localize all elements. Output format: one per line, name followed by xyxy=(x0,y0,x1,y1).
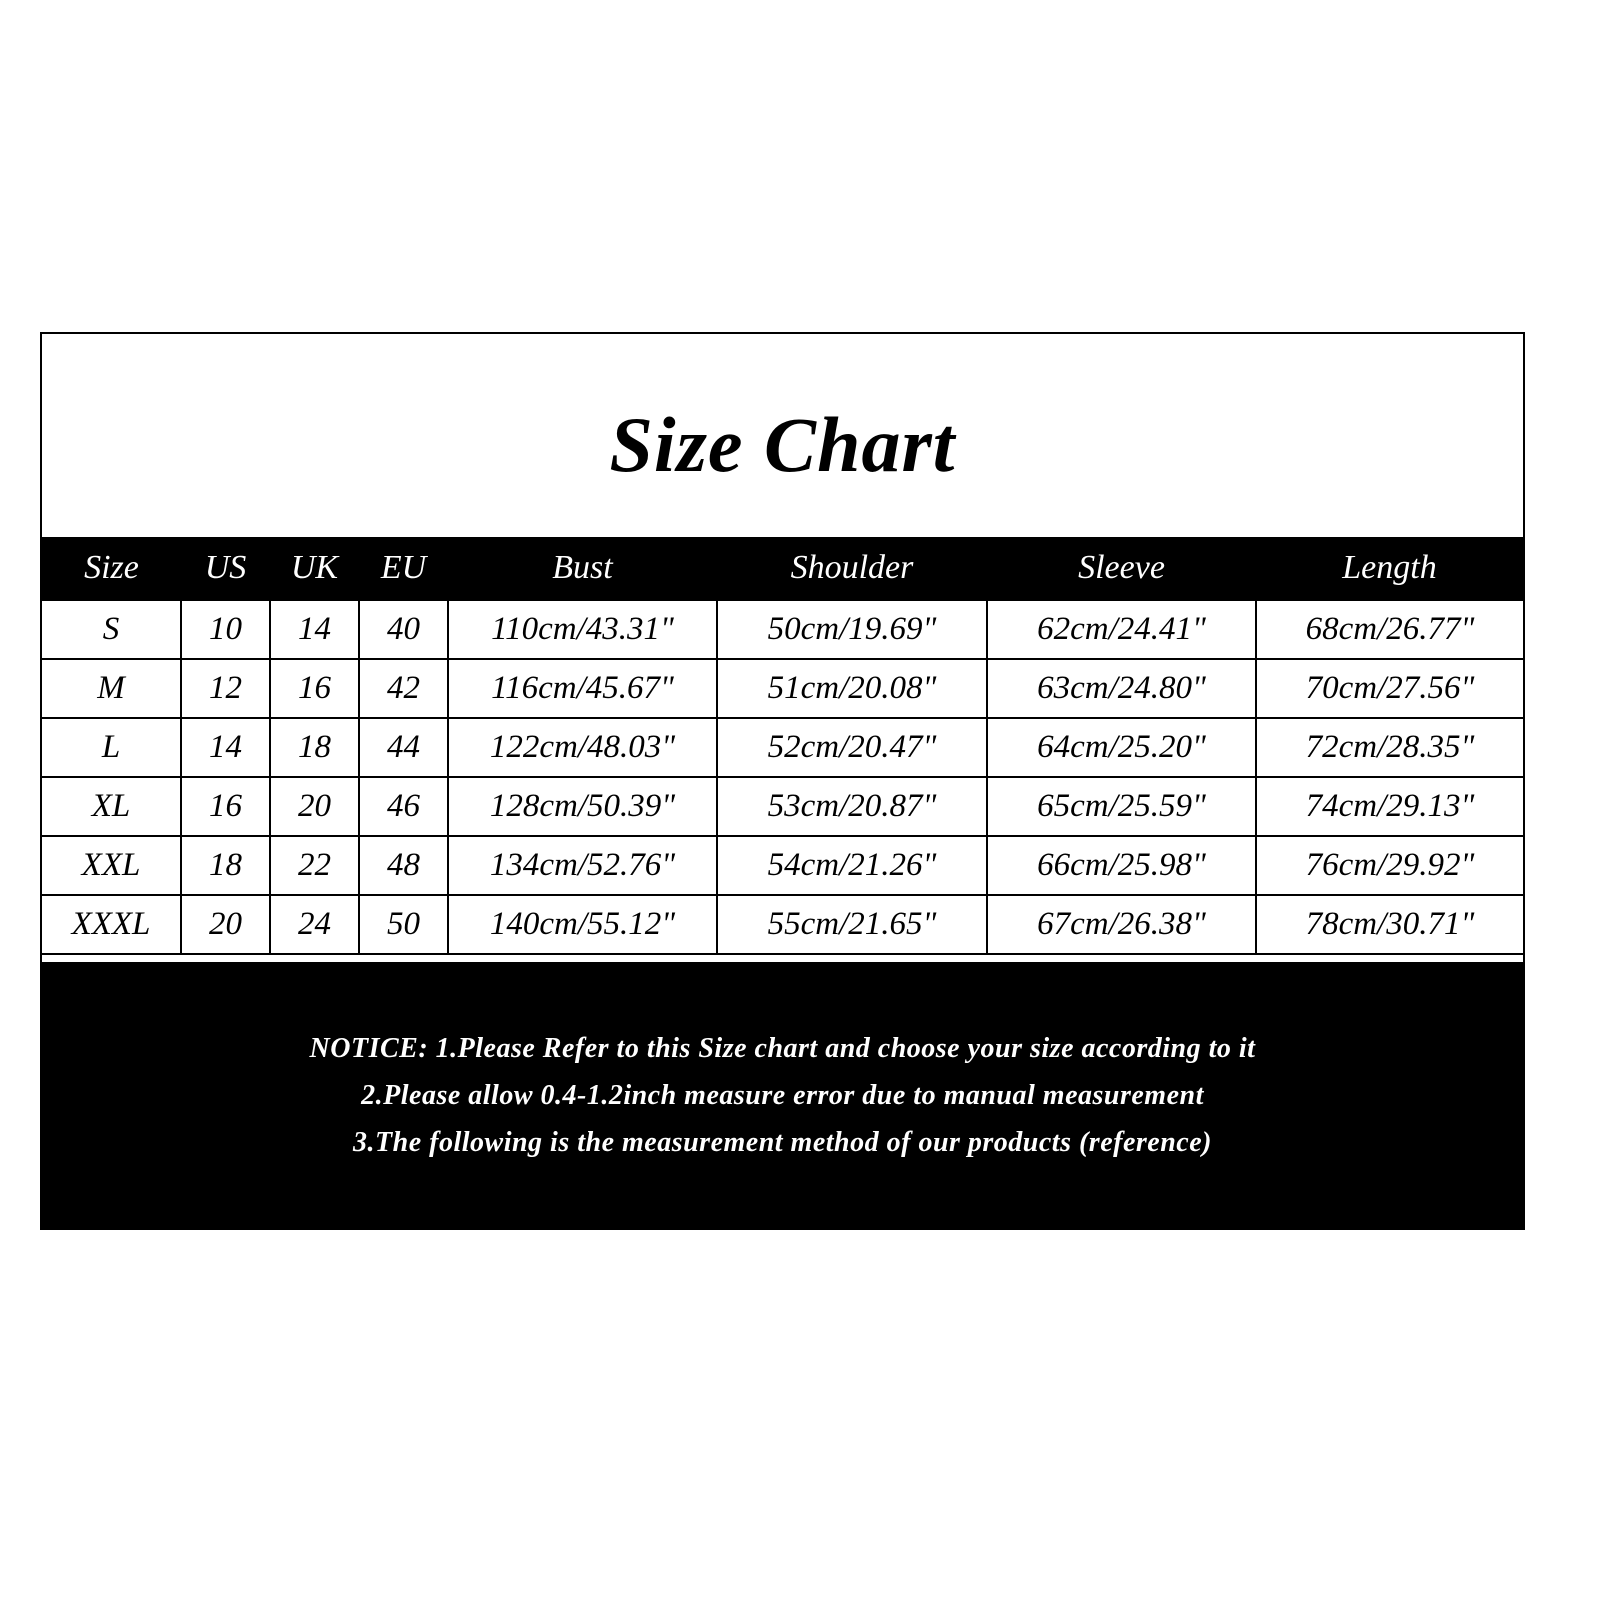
table-cell-sleeve: 64cm/25.20" xyxy=(986,717,1257,778)
table-row: XL 16 20 46 128cm/50.39" 53cm/20.87" 65cm/25.5… xyxy=(42,776,1523,837)
table-cell-shoulder: 51cm/20.08" xyxy=(716,658,988,719)
table-cell-shoulder: 54cm/21.26" xyxy=(716,835,988,896)
table-cell-uk: 20 xyxy=(269,776,360,837)
table-cell-bust: 122cm/48.03" xyxy=(447,717,718,778)
table-cell-sleeve: 63cm/24.80" xyxy=(986,658,1257,719)
table-cell-uk: 24 xyxy=(269,894,360,955)
table-cell-length: 70cm/27.56" xyxy=(1255,658,1523,719)
table-cell-size: XL xyxy=(42,776,182,837)
column-header-sleeve: Sleeve xyxy=(987,537,1256,600)
table-cell-us: 20 xyxy=(180,894,271,955)
table-cell-size: M xyxy=(42,658,182,719)
column-header-bust: Bust xyxy=(448,537,717,600)
notice-line: 3.The following is the measurement metho… xyxy=(353,1126,1212,1158)
table-cell-size: XXL xyxy=(42,835,182,896)
table-header-row: Size US UK EU Bust Shoulder Sleeve Length xyxy=(42,537,1523,600)
size-chart: Size Chart Size US UK EU Bust Shoulder Sleeve L… xyxy=(40,332,1525,1230)
table-row: XXL 18 22 48 134cm/52.76" 54cm/21.26" 66cm/25.… xyxy=(42,835,1523,896)
table-cell-sleeve: 66cm/25.98" xyxy=(986,835,1257,896)
table-cell-eu: 48 xyxy=(358,835,449,896)
table-cell-bust: 110cm/43.31" xyxy=(447,599,718,660)
table-row: S 10 14 40 110cm/43.31" 50cm/19.69" 62cm/24.41… xyxy=(42,599,1523,660)
table-cell-eu: 50 xyxy=(358,894,449,955)
table-cell-us: 18 xyxy=(180,835,271,896)
table-cell-size: S xyxy=(42,599,182,660)
table-cell-us: 14 xyxy=(180,717,271,778)
table-cell-length: 72cm/28.35" xyxy=(1255,717,1523,778)
table-cell-sleeve: 67cm/26.38" xyxy=(986,894,1257,955)
table-cell-bust: 134cm/52.76" xyxy=(447,835,718,896)
table-cell-length: 68cm/26.77" xyxy=(1255,599,1523,660)
table-cell-length: 76cm/29.92" xyxy=(1255,835,1523,896)
table-row: L 14 18 44 122cm/48.03" 52cm/20.47" 64cm/25.20… xyxy=(42,717,1523,778)
table-row: XXXL 20 24 50 140cm/55.12" 55cm/21.65" 67cm/26… xyxy=(42,894,1523,955)
table-cell-eu: 46 xyxy=(358,776,449,837)
table-cell-length: 78cm/30.71" xyxy=(1255,894,1523,955)
table-cell-size: L xyxy=(42,717,182,778)
table-cell-us: 12 xyxy=(180,658,271,719)
table-row: M 12 16 42 116cm/45.67" 51cm/20.08" 63cm/24.80… xyxy=(42,658,1523,719)
notice-line: 2.Please allow 0.4-1.2inch measure error… xyxy=(361,1079,1204,1111)
table-cell-eu: 42 xyxy=(358,658,449,719)
table-cell-uk: 16 xyxy=(269,658,360,719)
table-cell-eu: 40 xyxy=(358,599,449,660)
table-cell-uk: 22 xyxy=(269,835,360,896)
table-cell-bust: 140cm/55.12" xyxy=(447,894,718,955)
table-cell-eu: 44 xyxy=(358,717,449,778)
table-cell-size: XXXL xyxy=(42,894,182,955)
table-cell-shoulder: 53cm/20.87" xyxy=(716,776,988,837)
table-cell-us: 16 xyxy=(180,776,271,837)
notice-line: NOTICE: 1.Please Refer to this Size char… xyxy=(309,1032,1256,1064)
column-header-eu: EU xyxy=(359,537,448,600)
chart-title: Size Chart xyxy=(609,400,956,488)
table-cell-sleeve: 65cm/25.59" xyxy=(986,776,1257,837)
notice-box: NOTICE: 1.Please Refer to this Size char… xyxy=(42,962,1523,1228)
table-cell-bust: 116cm/45.67" xyxy=(447,658,718,719)
table-cell-length: 74cm/29.13" xyxy=(1255,776,1523,837)
table-cell-bust: 128cm/50.39" xyxy=(447,776,718,837)
table-cell-uk: 18 xyxy=(269,717,360,778)
column-header-uk: UK xyxy=(270,537,359,600)
column-header-size: Size xyxy=(42,537,181,600)
table-cell-sleeve: 62cm/24.41" xyxy=(986,599,1257,660)
table-cell-uk: 14 xyxy=(269,599,360,660)
column-header-shoulder: Shoulder xyxy=(717,537,987,600)
column-header-us: US xyxy=(181,537,270,600)
column-header-length: Length xyxy=(1256,537,1523,600)
table-cell-shoulder: 52cm/20.47" xyxy=(716,717,988,778)
table-cell-shoulder: 55cm/21.65" xyxy=(716,894,988,955)
table-cell-us: 10 xyxy=(180,599,271,660)
size-table: Size US UK EU Bust Shoulder Sleeve Length S 10 14… xyxy=(42,537,1523,955)
table-cell-shoulder: 50cm/19.69" xyxy=(716,599,988,660)
